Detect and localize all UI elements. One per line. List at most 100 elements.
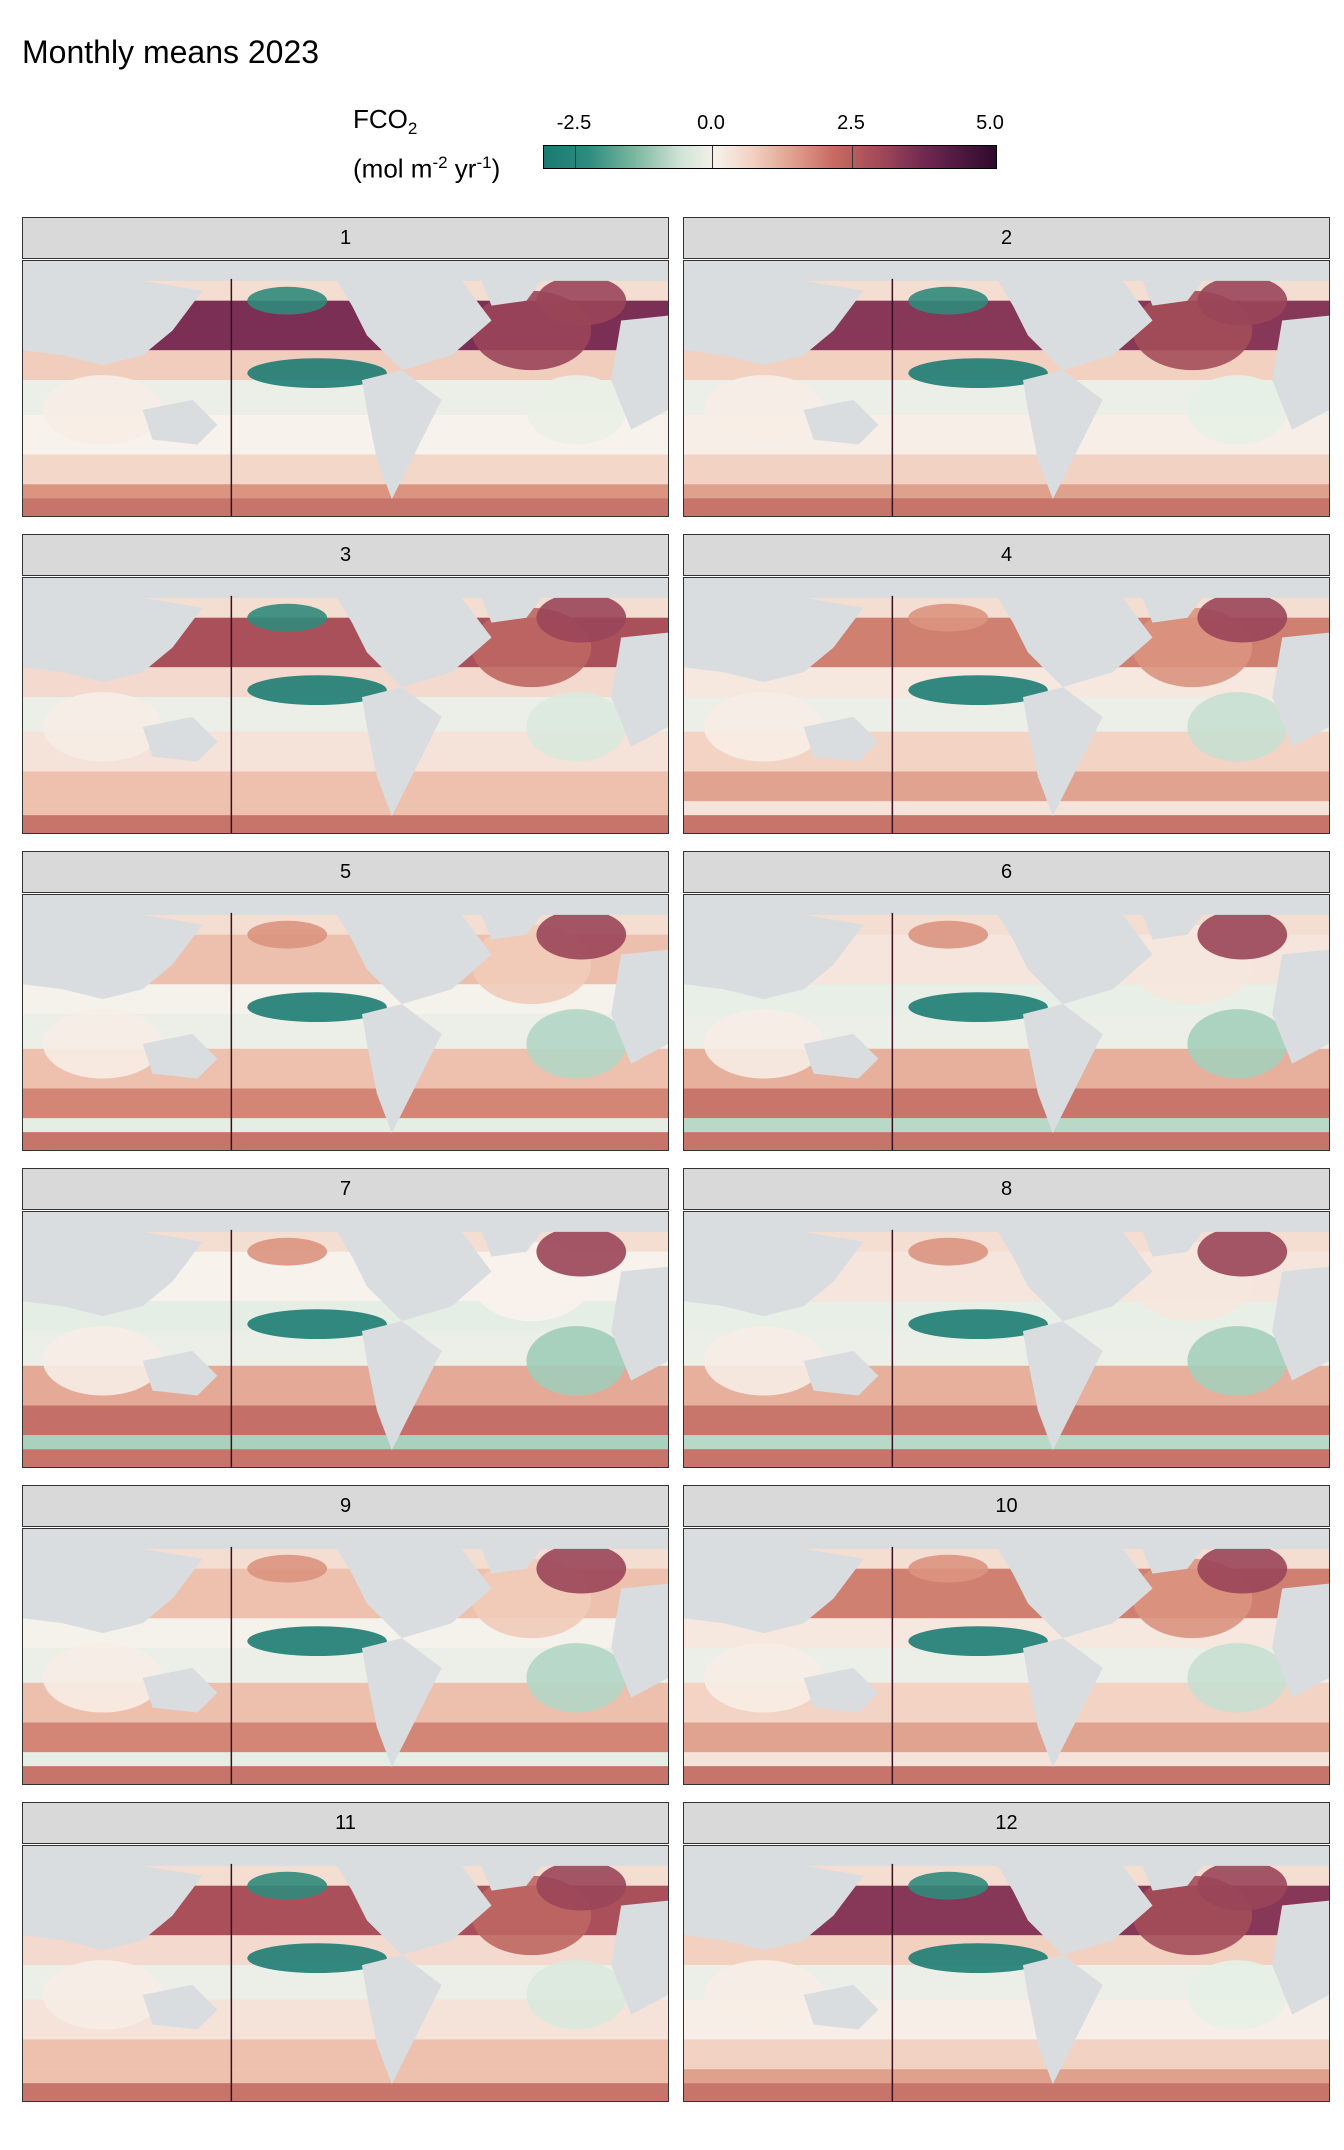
equatorial-pacific-tongue	[908, 675, 1048, 706]
colorbar-tick	[575, 146, 576, 168]
australia-land	[803, 1350, 879, 1396]
southern-band	[23, 771, 668, 802]
antarctic-band	[684, 2069, 1329, 2084]
facet-label: 6	[683, 851, 1330, 893]
north-america-land	[998, 1231, 1153, 1322]
africa-land	[1272, 949, 1329, 1064]
nordic-seas-feature	[1197, 275, 1288, 326]
south-america-land	[361, 1638, 442, 1768]
greenland-land	[1142, 1231, 1203, 1257]
equatorial-pacific-tongue	[908, 1309, 1048, 1340]
color-legend: FCO2 (mol m-2 yr-1) -2.5 0.0 2.5 5.0	[353, 102, 1013, 184]
indian-ocean-feature	[42, 692, 163, 762]
bering-feature	[908, 1871, 989, 1900]
south-atlantic-feature	[1187, 1326, 1288, 1396]
nordic-seas-feature	[536, 1226, 627, 1277]
facet-map	[683, 1528, 1330, 1785]
equatorial-pacific-tongue	[908, 358, 1048, 389]
southern-band	[23, 1405, 668, 1436]
equatorial-pacific-tongue	[247, 358, 387, 389]
legend-tick-label: 5.0	[976, 112, 1004, 134]
equatorial-pacific-tongue	[247, 1626, 387, 1657]
bering-feature	[908, 1237, 989, 1266]
greenland-land	[481, 1548, 542, 1574]
southern-band	[684, 2039, 1329, 2070]
asia-land	[23, 914, 203, 1000]
asia-land	[684, 1865, 864, 1951]
south-america-land	[1022, 1955, 1103, 2085]
southern-edge-band	[684, 1449, 1329, 1467]
legend-label-sub: 2	[407, 119, 418, 139]
africa-land	[611, 1900, 668, 2015]
facet-label: 3	[22, 534, 669, 576]
southern-band	[684, 1722, 1329, 1753]
north-america-land	[998, 914, 1153, 1005]
north-america-land	[337, 1865, 492, 1956]
legend-unit-sup2: -1	[476, 153, 492, 173]
asia-land	[684, 597, 864, 683]
australia-land	[803, 1984, 879, 2030]
southern-edge-band	[23, 498, 668, 516]
north-america-land	[337, 1231, 492, 1322]
ocean-flux-map	[684, 895, 1329, 1150]
australia-land	[142, 1984, 218, 2030]
facet-label: 8	[683, 1168, 1330, 1210]
north-america-land	[337, 1548, 492, 1639]
facet-map	[683, 577, 1330, 834]
facet-map	[683, 260, 1330, 517]
indian-ocean-feature	[703, 1009, 824, 1079]
antarctic-band	[23, 801, 668, 816]
africa-land	[611, 1266, 668, 1381]
africa-land	[1272, 1900, 1329, 2015]
greenland-land	[1142, 280, 1203, 306]
nordic-seas-feature	[1197, 909, 1288, 960]
south-atlantic-feature	[1187, 1960, 1288, 2030]
facet-map	[683, 1845, 1330, 2102]
north-america-land	[998, 1548, 1153, 1639]
africa-land	[611, 632, 668, 747]
indian-ocean-feature	[703, 692, 824, 762]
south-america-land	[361, 370, 442, 500]
southern-edge-band	[684, 1132, 1329, 1150]
southern-edge-band	[23, 1766, 668, 1784]
facet-label: 11	[22, 1802, 669, 1844]
asia-land	[23, 280, 203, 366]
equatorial-pacific-tongue	[247, 1943, 387, 1974]
bering-feature	[247, 920, 328, 949]
southern-edge-band	[23, 2083, 668, 2101]
bering-feature	[908, 920, 989, 949]
southern-band	[23, 454, 668, 485]
south-atlantic-feature	[1187, 1643, 1288, 1713]
south-america-land	[1022, 1321, 1103, 1451]
south-atlantic-feature	[526, 1643, 627, 1713]
southern-band	[23, 2039, 668, 2070]
indian-ocean-feature	[703, 1960, 824, 2030]
legend-label-main: FCO	[353, 104, 408, 134]
legend-tick-label: 2.5	[837, 112, 865, 134]
southern-edge-band	[23, 1132, 668, 1150]
facet-label: 10	[683, 1485, 1330, 1527]
facet-label: 12	[683, 1802, 1330, 1844]
equatorial-pacific-tongue	[247, 992, 387, 1023]
antarctic-band	[684, 1118, 1329, 1133]
bering-feature	[247, 603, 328, 632]
southern-edge-band	[23, 1449, 668, 1467]
bering-feature	[247, 1554, 328, 1583]
south-america-land	[1022, 687, 1103, 817]
antarctic-band	[23, 484, 668, 499]
indian-ocean-feature	[42, 375, 163, 445]
greenland-land	[481, 914, 542, 940]
nordic-seas-feature	[536, 909, 627, 960]
ocean-flux-map	[684, 1846, 1329, 2101]
south-atlantic-feature	[526, 1960, 627, 2030]
arctic-land	[684, 1529, 1329, 1549]
south-america-land	[361, 1321, 442, 1451]
bering-feature	[908, 286, 989, 315]
north-america-land	[337, 280, 492, 371]
north-america-land	[998, 597, 1153, 688]
nordic-seas-feature	[536, 1543, 627, 1594]
facet-panel: 2	[683, 217, 1330, 517]
legend-title: FCO2 (mol m-2 yr-1)	[353, 102, 500, 186]
southern-band	[23, 1088, 668, 1119]
southern-edge-band	[684, 2083, 1329, 2101]
